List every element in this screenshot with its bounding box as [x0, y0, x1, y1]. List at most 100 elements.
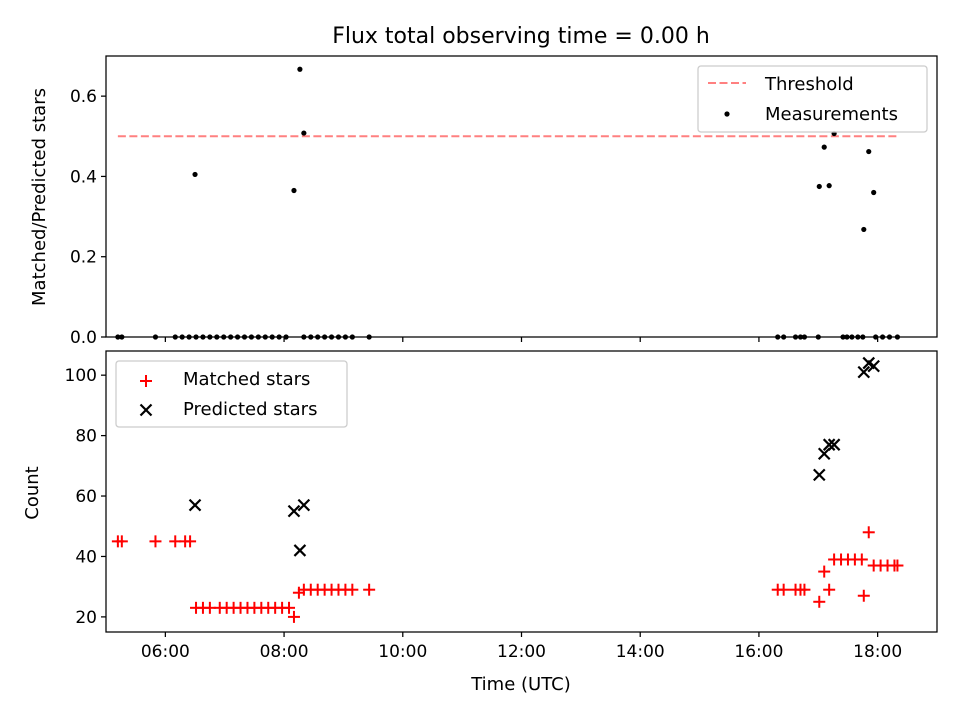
data-point: [234, 334, 241, 340]
data-point: [283, 601, 296, 614]
data-point: [221, 334, 227, 340]
y-tick-label: 0.6: [70, 87, 97, 107]
y-tick-label: 80: [75, 427, 97, 447]
series-predicted-stars: [188, 356, 880, 557]
data-point: [855, 334, 861, 340]
data-point: [821, 144, 827, 150]
data-point: [255, 334, 261, 340]
star-count-panel: 06:00 08:00 10:00 12:00 14:00 16:00 18:00 20 40 6…: [65, 350, 938, 662]
flux-ratio-panel: 0.0 0.2 0.4 0.6 Threshold Measurements: [70, 55, 938, 348]
data-point: [879, 334, 886, 340]
data-point: [192, 171, 198, 178]
legend-predicted-label: Predicted stars: [183, 399, 317, 420]
marker-stroke: [867, 359, 880, 373]
marker-stroke: [812, 468, 826, 482]
legend-threshold-label: Threshold: [764, 74, 854, 95]
bottom-ylabel: Count: [22, 466, 43, 519]
data-point: [801, 334, 808, 340]
data-point: [301, 130, 307, 136]
data-point: [861, 226, 867, 233]
data-point: [228, 334, 234, 340]
marker-stroke: [188, 498, 202, 512]
y-tick-label: 0.2: [70, 248, 97, 268]
data-point: [866, 148, 872, 155]
data-point: [873, 334, 879, 340]
marker-stroke: [827, 438, 841, 451]
series-matched-stars: [111, 526, 904, 623]
legend-matched-label: Matched stars: [183, 369, 310, 390]
data-point: [346, 583, 359, 596]
legend-frame: [115, 360, 348, 428]
data-point: [293, 544, 307, 557]
data-point: [862, 526, 875, 539]
data-point: [840, 334, 846, 340]
data-point: [115, 334, 121, 340]
data-point: [214, 334, 220, 340]
data-point: [797, 334, 804, 340]
data-point: [188, 498, 202, 512]
data-point: [287, 610, 300, 623]
data-point: [775, 334, 781, 340]
chart-title: Flux total observing time = 0.00 h: [332, 24, 710, 49]
data-point: [812, 468, 826, 482]
y-tick-label: 0.4: [70, 167, 97, 187]
legend-frame: [697, 65, 928, 133]
data-point: [871, 189, 877, 196]
y-tick-label: 60: [75, 487, 97, 507]
data-point: [297, 66, 303, 72]
data-point: [301, 334, 307, 340]
data-point: [283, 334, 289, 340]
data-point: [822, 438, 836, 451]
legend: Threshold Measurements: [697, 65, 928, 133]
data-point: [193, 334, 199, 340]
data-point: [815, 334, 821, 340]
data-point: [328, 334, 335, 340]
marker-stroke: [293, 544, 307, 557]
y-tick-label: 40: [75, 547, 97, 567]
data-point: [287, 504, 301, 518]
data-point: [335, 334, 342, 340]
data-point: [269, 334, 275, 340]
data-point: [152, 334, 159, 340]
marker-stroke: [817, 447, 831, 461]
data-point: [297, 498, 311, 512]
x-tick-label: 16:00: [734, 642, 783, 662]
data-point: [262, 334, 268, 340]
top-ylabel: Matched/Predicted stars: [29, 88, 50, 306]
data-point: [823, 583, 836, 596]
legend-predicted-swatch: [139, 403, 153, 417]
data-point: [342, 334, 349, 340]
data-point: [179, 334, 185, 340]
data-point: [149, 535, 162, 548]
data-point: [813, 595, 826, 608]
data-point: [867, 359, 880, 373]
legend: Matched stars Predicted stars: [115, 360, 348, 428]
data-point: [207, 334, 213, 340]
data-point: [777, 583, 790, 596]
data-point: [308, 334, 314, 340]
legend-measurements-label: Measurements: [765, 104, 898, 125]
data-point: [826, 183, 832, 189]
data-point: [886, 334, 893, 340]
data-point: [276, 334, 282, 340]
x-tick-label: 08:00: [260, 642, 309, 662]
data-point: [827, 438, 841, 451]
x-tick-label: 06:00: [141, 642, 190, 662]
data-point: [322, 334, 328, 340]
data-point: [115, 535, 128, 548]
data-point: [817, 447, 831, 461]
x-tick-label: 12:00: [497, 642, 546, 662]
y-tick-label: 100: [65, 366, 97, 386]
data-point: [894, 334, 901, 340]
y-tick-label: 0.0: [70, 328, 97, 348]
data-point: [891, 559, 904, 572]
marker-stroke: [297, 498, 311, 512]
data-point: [816, 183, 822, 190]
data-point: [855, 553, 868, 566]
marker-stroke: [822, 438, 836, 451]
data-point: [849, 334, 855, 340]
legend-measurements-swatch: [724, 111, 730, 117]
data-point: [781, 334, 787, 340]
marker-stroke: [287, 504, 301, 518]
